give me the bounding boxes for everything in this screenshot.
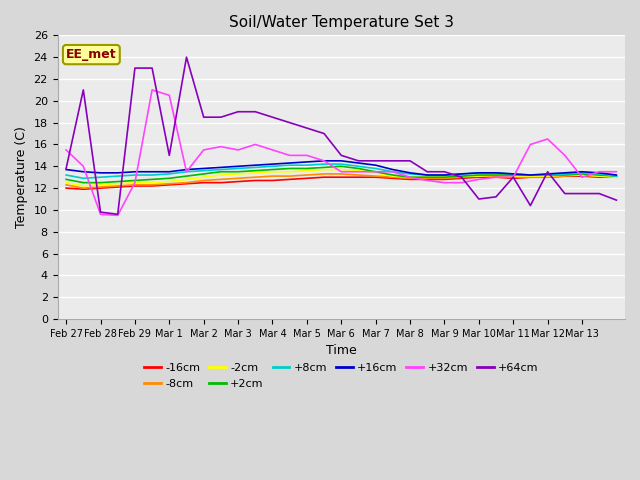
X-axis label: Time: Time bbox=[326, 344, 356, 357]
Text: EE_met: EE_met bbox=[66, 48, 116, 61]
Y-axis label: Temperature (C): Temperature (C) bbox=[15, 126, 28, 228]
Legend: -16cm, -8cm, -2cm, +2cm, +8cm, +16cm, +32cm, +64cm: -16cm, -8cm, -2cm, +2cm, +8cm, +16cm, +3… bbox=[140, 359, 543, 393]
Title: Soil/Water Temperature Set 3: Soil/Water Temperature Set 3 bbox=[228, 15, 454, 30]
